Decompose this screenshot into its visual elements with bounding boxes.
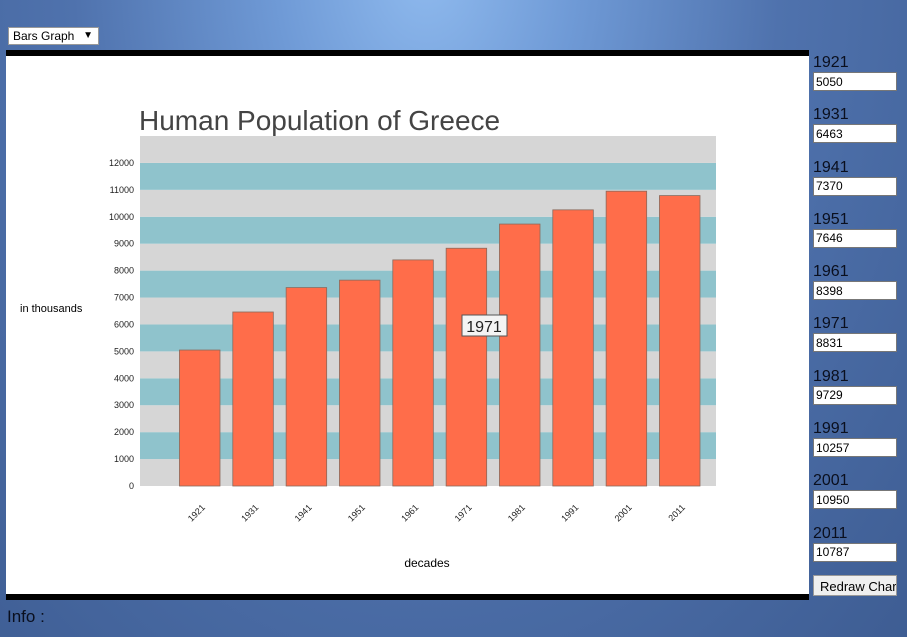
y-tick-label: 0	[129, 481, 134, 491]
field-label: 1961	[813, 263, 849, 281]
field-group: 2011	[813, 525, 907, 577]
y-tick-label: 11000	[110, 185, 134, 195]
bar-chart: 0 1000 2000 3000 4000 5000 6000 7000 8000 9000 100…	[20, 105, 716, 570]
bar	[232, 311, 274, 487]
y-tick-label: 9000	[114, 239, 134, 249]
field-label: 2011	[813, 524, 848, 542]
field-group: 1941	[813, 159, 907, 211]
chart-frame: 0 1000 2000 3000 4000 5000 6000 7000 8000 9000 100…	[6, 50, 809, 600]
field-label: 2001	[813, 472, 849, 490]
y-tick-label: 7000	[114, 293, 134, 303]
x-tick-label: 1971	[453, 502, 474, 523]
field-group: 1931	[813, 106, 907, 158]
x-tick-label: 2011	[666, 502, 687, 523]
value-input[interactable]	[813, 542, 897, 562]
value-input[interactable]	[813, 333, 897, 353]
chevron-down-icon: ▼	[83, 30, 93, 41]
field-label: 1971	[813, 315, 849, 333]
x-tick-label: 1981	[506, 502, 527, 523]
y-tick-label: 8000	[114, 266, 134, 276]
value-input[interactable]	[813, 228, 897, 248]
x-tick-label: 1961	[399, 502, 420, 523]
x-tick-label: 1941	[293, 502, 314, 523]
x-tick-label: 1931	[239, 502, 260, 523]
x-tick-label: 1991	[559, 502, 580, 523]
value-input[interactable]	[813, 124, 897, 144]
bar	[445, 247, 488, 487]
redraw-chart-button[interactable]: Redraw Chart	[813, 575, 897, 596]
field-label: 1991	[813, 420, 849, 438]
plot-band	[140, 162, 716, 190]
bar	[285, 287, 328, 487]
bar	[552, 209, 594, 487]
y-tick-label: 10000	[109, 212, 134, 222]
y-tick-label: 4000	[114, 373, 134, 383]
bar	[392, 259, 434, 487]
value-input[interactable]	[813, 176, 897, 196]
data-input-panel: 1921 1931 1941 1951 1961 1971 1981 1991 …	[813, 54, 907, 577]
value-input[interactable]	[813, 281, 897, 301]
bar	[179, 349, 221, 487]
field-group: 1921	[813, 54, 907, 106]
field-group: 1991	[813, 420, 907, 472]
field-group: 1981	[813, 368, 907, 420]
y-tick-label: 6000	[114, 319, 134, 329]
x-tick-label: 1951	[346, 502, 367, 523]
field-label: 1941	[813, 158, 849, 176]
value-input[interactable]	[813, 385, 897, 405]
value-input[interactable]	[813, 438, 897, 458]
bar	[339, 279, 381, 487]
y-tick-label: 3000	[114, 400, 134, 410]
field-group: 1961	[813, 263, 907, 315]
value-input[interactable]	[813, 490, 897, 510]
value-input[interactable]	[813, 72, 897, 91]
field-group: 1971	[813, 315, 907, 367]
x-axis-label: decades	[404, 556, 449, 570]
info-label: Info :	[7, 607, 45, 626]
chart-canvas: 0 1000 2000 3000 4000 5000 6000 7000 8000 9000 100…	[6, 56, 809, 594]
chart-title: Human Population of Greece	[139, 105, 500, 136]
field-label: 1931	[813, 106, 849, 124]
field-group: 2001	[813, 472, 907, 524]
field-label: 1921	[813, 54, 849, 71]
bar-tooltip: 1971	[461, 314, 508, 337]
x-tick-label: 1921	[186, 502, 207, 523]
field-label: 1951	[813, 210, 849, 228]
plot-band	[140, 136, 716, 163]
graph-type-selected-value: Bars Graph	[13, 29, 75, 43]
y-tick-label: 2000	[114, 427, 134, 437]
y-tick-label: 1000	[114, 454, 134, 464]
y-tick-label: 12000	[109, 158, 134, 168]
field-label: 1981	[813, 367, 849, 385]
bar	[605, 190, 648, 487]
bar	[499, 223, 541, 487]
field-group: 1951	[813, 211, 907, 263]
bar	[659, 195, 701, 487]
bar-tooltip-text: 1971	[466, 319, 502, 336]
y-tick-label: 5000	[114, 346, 134, 356]
x-tick-label: 2001	[613, 502, 634, 523]
y-axis-label: in thousands	[20, 303, 83, 315]
graph-type-select[interactable]: Bars Graph ▼	[8, 27, 99, 45]
